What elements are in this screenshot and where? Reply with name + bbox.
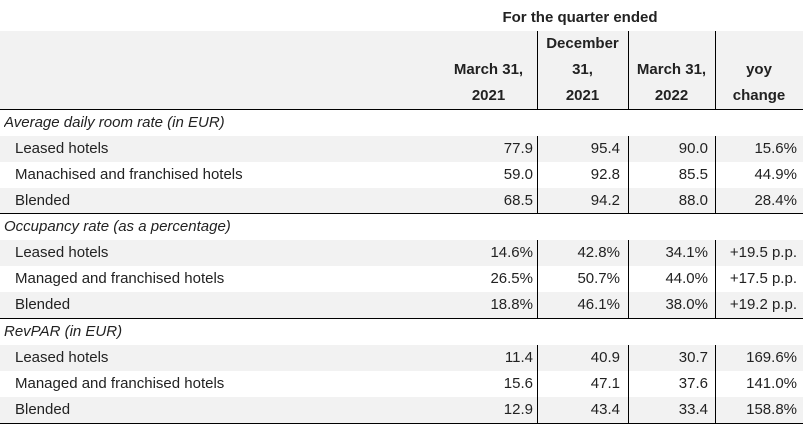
column-divider (537, 31, 538, 109)
column-header-3: 2022 (654, 87, 689, 104)
row-value: 92.8 (590, 166, 620, 183)
column-header-4: yoy (746, 61, 772, 78)
row-value: 85.5 (678, 166, 708, 183)
row-shading (0, 240, 803, 266)
row-value: 33.4 (678, 401, 708, 418)
section-border (0, 213, 803, 214)
row-value: 11.4 (504, 349, 533, 366)
column-divider (715, 240, 716, 318)
row-value: 59.0 (503, 166, 533, 183)
row-value: +19.2 p.p. (729, 296, 797, 313)
row-value: 158.8% (746, 401, 797, 418)
header-group-label: For the quarter ended (502, 9, 658, 26)
row-value: 77.9 (503, 140, 533, 157)
row-value: 18.8% (490, 296, 533, 313)
row-value: 88.0 (678, 192, 708, 209)
row-value: 169.6% (746, 349, 797, 366)
row-label: Leased hotels (15, 244, 109, 261)
row-shading (0, 292, 803, 318)
row-label: Blended (15, 192, 71, 209)
column-divider (715, 31, 716, 109)
section-title: Average daily room rate (in EUR) (4, 114, 225, 131)
header-background (0, 31, 803, 109)
column-header-2: December (546, 35, 619, 52)
row-value: 14.6% (490, 244, 533, 261)
column-header-1: March 31, (453, 61, 524, 78)
section-title: Occupancy rate (as a percentage) (4, 218, 231, 235)
column-divider (715, 136, 716, 214)
row-value: 12.9 (503, 401, 533, 418)
section-title: RevPAR (in EUR) (4, 323, 123, 340)
row-value: 15.6 (503, 375, 533, 392)
row-value: 90.0 (678, 140, 708, 157)
row-value: 42.8% (577, 244, 620, 261)
row-label: Blended (15, 296, 71, 313)
row-label: Managed and franchised hotels (15, 270, 225, 287)
row-value: 28.4% (754, 192, 797, 209)
row-value: +17.5 p.p. (729, 270, 797, 287)
row-label: Manachised and franchised hotels (15, 166, 243, 183)
row-value: 26.5% (490, 270, 533, 287)
section-border (0, 109, 803, 110)
row-value: 40.9 (590, 349, 620, 366)
row-value: 30.7 (678, 349, 708, 366)
row-shading (0, 136, 803, 162)
row-label: Managed and franchised hotels (15, 375, 225, 392)
row-value: 37.6 (678, 375, 708, 392)
column-header-4: change (732, 87, 786, 104)
column-divider (628, 136, 629, 214)
section-border (0, 318, 803, 319)
row-value: 68.5 (503, 192, 533, 209)
row-value: 38.0% (665, 296, 708, 313)
row-value: 15.6% (754, 140, 797, 157)
column-header-2: 31, (572, 61, 593, 78)
column-header-3: March 31, (636, 61, 707, 78)
column-divider (537, 136, 538, 214)
column-header-2: 2021 (565, 87, 600, 104)
row-label: Blended (15, 401, 71, 418)
row-value: 34.1% (665, 244, 708, 261)
table-bottom-border (0, 423, 803, 424)
row-value: 47.1 (590, 375, 620, 392)
row-label: Leased hotels (15, 140, 109, 157)
column-divider (715, 345, 716, 423)
row-value: 44.9% (754, 166, 797, 183)
row-value: 46.1% (577, 296, 620, 313)
row-shading (0, 345, 803, 371)
column-header-1: 2021 (471, 87, 506, 104)
row-value: 95.4 (590, 140, 620, 157)
row-shading (0, 188, 803, 214)
column-divider (628, 345, 629, 423)
row-value: 50.7% (577, 270, 620, 287)
row-shading (0, 397, 803, 423)
row-label: Leased hotels (15, 349, 109, 366)
column-divider (537, 345, 538, 423)
column-divider (628, 240, 629, 318)
row-value: 44.0% (665, 270, 708, 287)
row-value: 141.0% (746, 375, 797, 392)
column-divider (537, 240, 538, 318)
row-value: +19.5 p.p. (729, 244, 797, 261)
column-divider (628, 31, 629, 109)
row-value: 43.4 (590, 401, 620, 418)
row-value: 94.2 (590, 192, 620, 209)
